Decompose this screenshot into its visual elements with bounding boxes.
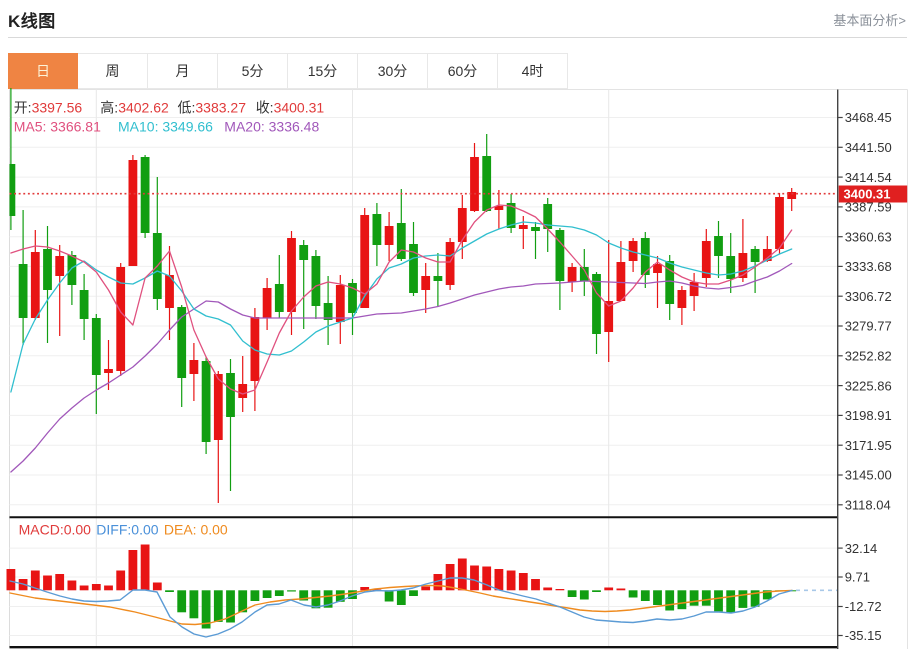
svg-text:3400.31: 3400.31 (844, 187, 891, 202)
svg-text:-35.15: -35.15 (845, 628, 882, 643)
svg-text:3387.59: 3387.59 (845, 200, 892, 215)
svg-text:32.14: 32.14 (845, 541, 878, 556)
svg-text:3198.91: 3198.91 (845, 408, 892, 423)
svg-text:3145.00: 3145.00 (845, 468, 892, 483)
svg-text:3360.63: 3360.63 (845, 229, 892, 244)
svg-text:MACD:0.00: MACD:0.00 (19, 522, 92, 538)
svg-text:3441.50: 3441.50 (845, 140, 892, 155)
svg-text:3252.82: 3252.82 (845, 349, 892, 364)
svg-text:DIFF:0.00: DIFF:0.00 (96, 522, 158, 538)
svg-text:9.71: 9.71 (845, 570, 870, 585)
svg-text:-12.72: -12.72 (845, 599, 882, 614)
svg-text:3306.72: 3306.72 (845, 289, 892, 304)
svg-text:3414.54: 3414.54 (845, 170, 892, 185)
svg-text:3118.04: 3118.04 (845, 498, 891, 513)
svg-text:3225.86: 3225.86 (845, 378, 892, 393)
svg-text:3333.68: 3333.68 (845, 259, 892, 274)
svg-text:3468.45: 3468.45 (845, 110, 892, 125)
svg-text:开:3397.56高:3402.62低:3383.27收:3: 开:3397.56 高:3402.62 低:3383.27 收:3400.31 (14, 100, 325, 116)
svg-text:DEA: 0.00: DEA: 0.00 (164, 522, 228, 538)
svg-text:3171.95: 3171.95 (845, 438, 892, 453)
svg-text:3279.77: 3279.77 (845, 319, 892, 334)
